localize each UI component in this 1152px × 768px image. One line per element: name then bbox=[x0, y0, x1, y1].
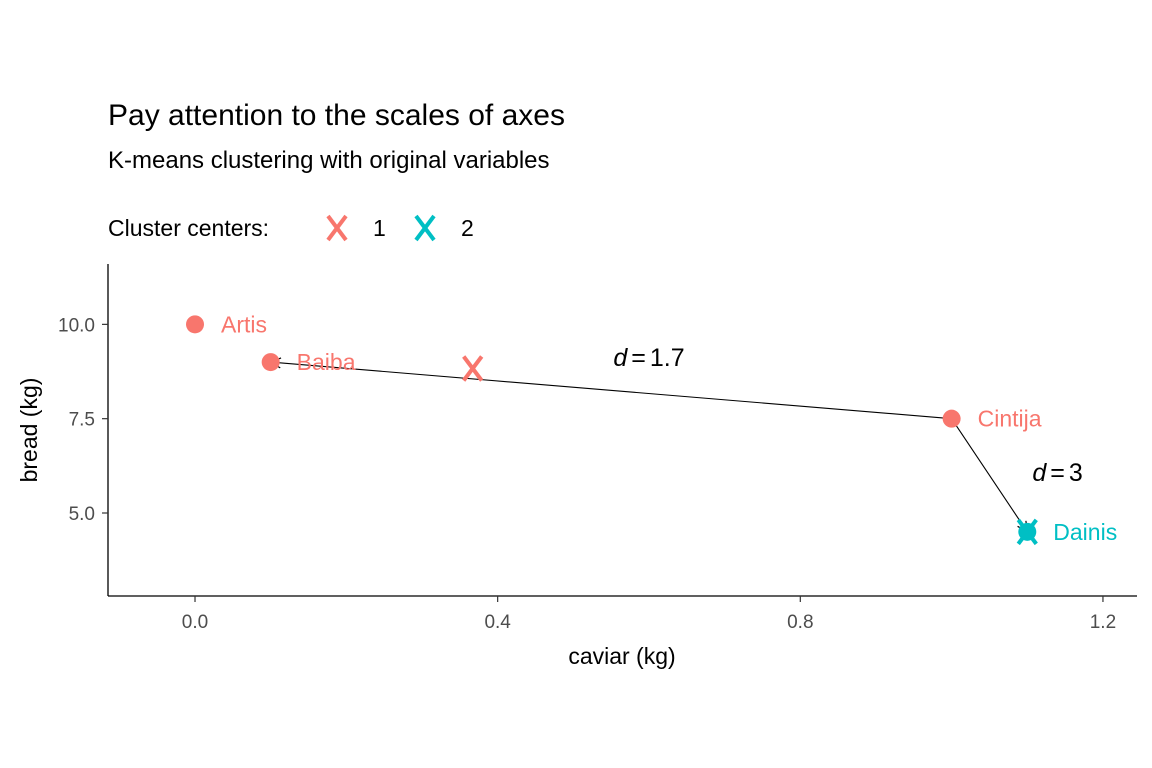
point-label-baiba: Baiba bbox=[297, 349, 356, 375]
cluster-center-1-icon bbox=[462, 355, 484, 382]
data-point-baiba bbox=[261, 353, 280, 372]
y-tick-label: 7.5 bbox=[69, 410, 95, 431]
distance-label: d = 3 bbox=[1032, 459, 1082, 487]
point-label-artis: Artis bbox=[221, 311, 267, 337]
legend-key-2-icon bbox=[414, 214, 436, 242]
y-axis-title: bread (kg) bbox=[16, 378, 42, 483]
data-point-cintija bbox=[942, 409, 961, 428]
x-tick-label: 0.0 bbox=[182, 612, 208, 633]
distance-label: d = 1.7 bbox=[613, 344, 684, 372]
plot-area: d = 1.7 d = 3 Artis Baiba Cintija Dainis bbox=[186, 311, 1117, 546]
legend: Cluster centers: 1 2 bbox=[108, 214, 474, 242]
distance-arrow bbox=[951, 418, 1028, 532]
y-tick-label: 5.0 bbox=[69, 504, 95, 525]
chart-subtitle: K-means clustering with original variabl… bbox=[108, 147, 550, 174]
x-axis-title: caviar (kg) bbox=[568, 643, 675, 669]
data-point-artis bbox=[186, 315, 205, 334]
cluster-center-2-icon bbox=[1016, 518, 1038, 546]
point-label-dainis: Dainis bbox=[1053, 519, 1117, 545]
legend-key-1-icon bbox=[326, 214, 348, 242]
axes: 0.0 0.4 0.8 1.2 5.0 7.5 10.0 caviar (kg) brea… bbox=[16, 264, 1137, 669]
legend-label-1: 1 bbox=[373, 215, 386, 241]
x-tick-label: 1.2 bbox=[1090, 612, 1116, 633]
point-label-cintija: Cintija bbox=[978, 406, 1042, 432]
legend-label-2: 2 bbox=[461, 215, 474, 241]
y-tick-label: 10.0 bbox=[58, 315, 95, 336]
x-tick-label: 0.4 bbox=[484, 612, 511, 633]
legend-title: Cluster centers: bbox=[108, 215, 269, 241]
x-tick-label: 0.8 bbox=[787, 612, 813, 633]
chart-title: Pay attention to the scales of axes bbox=[108, 99, 565, 132]
distance-arrow bbox=[271, 362, 952, 420]
